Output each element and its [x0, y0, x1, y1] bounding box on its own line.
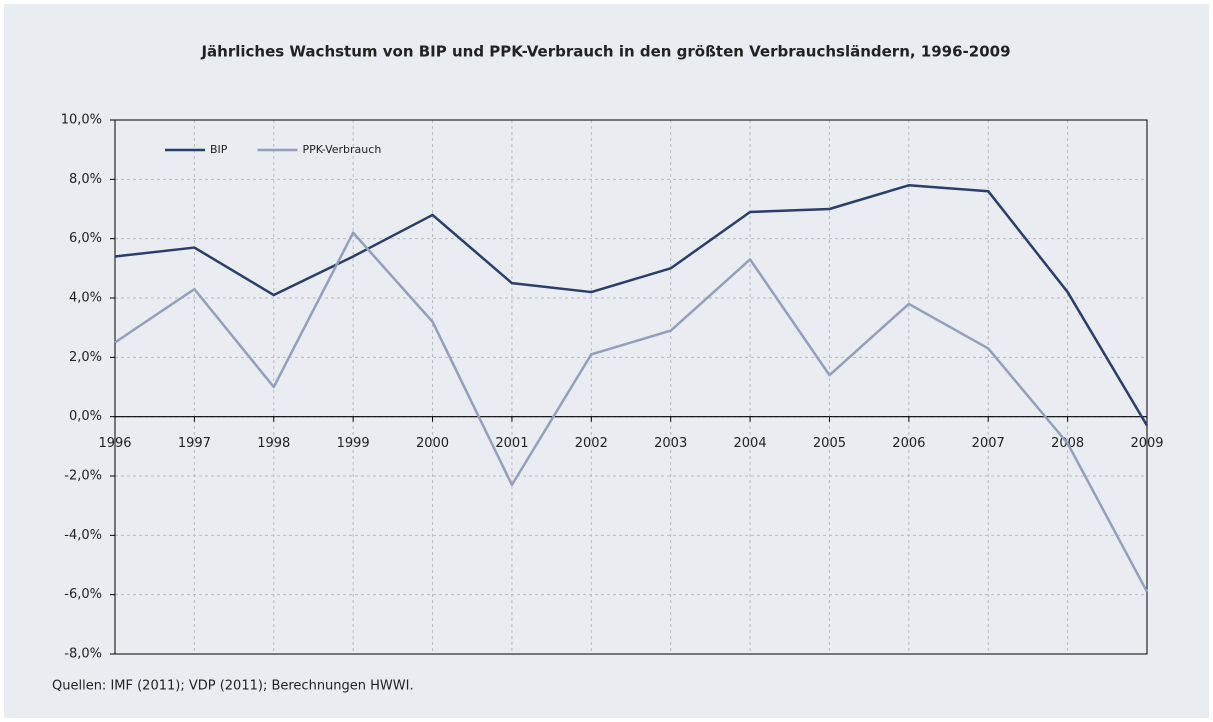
x-tick-label: 1996	[98, 436, 131, 451]
x-tick-label: 1999	[337, 436, 370, 451]
x-tick-label: 2006	[892, 436, 925, 451]
y-tick-label: 4,0%	[69, 291, 102, 306]
y-tick-label: -4,0%	[64, 528, 102, 543]
y-tick-label: 0,0%	[69, 409, 102, 424]
x-tick-label: 2002	[575, 436, 608, 451]
series-line	[114, 184, 1149, 427]
x-tick-label: 2009	[1130, 436, 1163, 451]
y-tick-label: 10,0%	[61, 113, 102, 128]
legend-label: PPK-Verbrauch	[302, 143, 381, 156]
source-note: Quellen: IMF (2011); VDP (2011); Berechn…	[52, 679, 414, 694]
y-tick-label: -6,0%	[64, 587, 102, 602]
y-tick-label: 8,0%	[69, 172, 102, 187]
y-tick-label: -8,0%	[64, 647, 102, 662]
y-tick-label: 6,0%	[69, 231, 102, 246]
series-line	[114, 231, 1149, 593]
x-tick-label: 2007	[972, 436, 1005, 451]
background	[4, 4, 1209, 718]
x-tick-label: 1998	[257, 436, 290, 451]
x-tick-label: 2004	[734, 436, 767, 451]
y-tick-label: 2,0%	[69, 350, 102, 365]
x-tick-label: 2001	[495, 436, 528, 451]
y-tick-label: -2,0%	[64, 469, 102, 484]
plot-frame	[114, 119, 1148, 655]
chart-title: Jährliches Wachstum von BIP und PPK-Verb…	[200, 43, 1010, 61]
x-tick-label: 2000	[416, 436, 449, 451]
x-tick-label: 2005	[813, 436, 846, 451]
x-tick-label: 1997	[178, 436, 211, 451]
legend-label: BIP	[210, 143, 228, 156]
x-tick-label: 2003	[654, 436, 687, 451]
